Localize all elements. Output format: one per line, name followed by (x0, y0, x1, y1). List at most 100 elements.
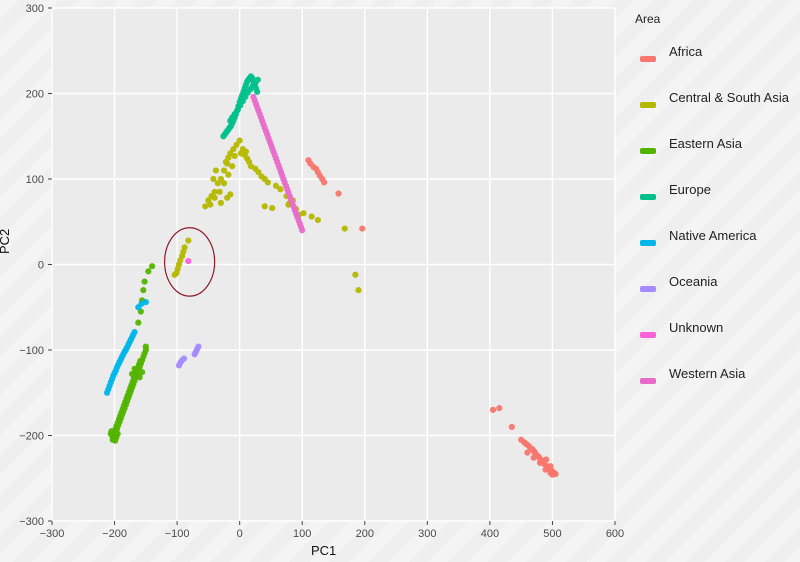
chart-legend: Area Africa Central & South Asia Eastern… (620, 12, 798, 412)
data-point (254, 88, 261, 95)
legend-label-africa: Africa (669, 44, 703, 59)
legend-label-eastern-asia: Eastern Asia (669, 136, 742, 151)
legend-swatch-eastern-asia (640, 148, 656, 154)
legend-item-unknown: Unknown (620, 320, 798, 366)
legend-swatch-africa (640, 56, 656, 62)
y-tick-label: 100 (26, 174, 44, 186)
data-point (171, 271, 178, 278)
data-point (321, 179, 328, 186)
data-point (299, 227, 306, 234)
legend-item-western-asia: Western Asia (620, 366, 798, 412)
legend-label-oceania: Oceania (669, 274, 718, 289)
data-point (355, 287, 362, 294)
data-point (136, 374, 143, 381)
data-point (269, 204, 276, 212)
data-point (233, 141, 240, 148)
data-point (212, 167, 219, 174)
legend-swatch-native-america (640, 240, 656, 246)
data-point (225, 171, 232, 178)
annotation-group (164, 227, 216, 297)
data-point (140, 287, 147, 294)
data-point (543, 456, 550, 463)
data-point (137, 358, 144, 365)
x-tick-label: 300 (418, 528, 436, 540)
data-point (542, 466, 549, 473)
data-point (216, 188, 223, 195)
y-axis-group: −300 −200 −100 0 100 200 300 (19, 3, 52, 528)
x-tick-label: 200 (356, 528, 374, 540)
data-point (530, 454, 537, 461)
data-point (254, 76, 261, 83)
data-point (227, 191, 234, 198)
data-point (255, 169, 262, 176)
y-tick-label: 200 (26, 89, 44, 101)
legend-title: Area (635, 12, 661, 26)
data-point (142, 343, 149, 350)
data-point (224, 160, 231, 167)
data-point (217, 175, 224, 183)
x-axis-title: PC1 (311, 543, 337, 558)
data-point (547, 463, 554, 470)
legend-label-central-south-asia: Central & South Asia (669, 90, 789, 105)
data-point (220, 167, 228, 174)
data-point (236, 137, 243, 144)
data-point (308, 213, 315, 220)
data-point (352, 271, 359, 278)
data-point (128, 370, 136, 378)
legend-swatch-oceania (640, 286, 656, 292)
x-tick-label: 100 (293, 528, 311, 540)
data-point (142, 299, 149, 306)
data-point (131, 365, 138, 372)
data-point (131, 328, 138, 336)
data-point (211, 194, 218, 201)
points-group (103, 73, 559, 478)
y-tick-label: 0 (38, 260, 44, 272)
data-point (148, 263, 156, 270)
data-point (211, 188, 218, 195)
legend-item-oceania: Oceania (620, 274, 798, 320)
x-tick-label: 500 (543, 528, 561, 540)
legend-label-native-america: Native America (669, 228, 757, 243)
data-point (108, 428, 115, 435)
data-point (217, 199, 224, 207)
data-point (549, 471, 556, 478)
y-tick-label: −300 (19, 516, 44, 528)
legend-item-native-america: Native America (620, 228, 798, 274)
data-point (496, 405, 503, 412)
legend-swatch-western-asia (640, 378, 656, 384)
x-tick-label: −200 (102, 528, 127, 540)
x-tick-label: −100 (165, 528, 190, 540)
data-point (231, 152, 238, 160)
data-point (214, 180, 221, 187)
x-tick-label: 600 (606, 528, 624, 540)
data-point (220, 180, 228, 187)
data-point (335, 190, 342, 197)
data-point (207, 201, 214, 208)
data-point (135, 319, 142, 326)
legend-item-eastern-asia: Eastern Asia (620, 136, 798, 182)
data-point (341, 225, 348, 232)
data-point (195, 343, 202, 350)
data-point (264, 179, 271, 186)
y-tick-label: −100 (19, 345, 44, 357)
data-point (145, 268, 152, 275)
y-tick-label: 300 (26, 3, 44, 15)
data-point (180, 355, 188, 362)
legend-swatch-europe (640, 194, 656, 200)
data-point (220, 133, 227, 140)
legend-label-unknown: Unknown (669, 320, 724, 335)
legend-swatch-unknown (640, 332, 656, 338)
data-point (185, 237, 192, 244)
y-tick-label: −200 (19, 431, 44, 443)
highlight-circle (164, 227, 216, 297)
data-point (185, 257, 192, 265)
data-point (237, 150, 245, 157)
data-point (314, 216, 321, 224)
data-point (261, 203, 268, 210)
data-point (277, 186, 284, 193)
x-axis-group: −300 −200 −100 0 100 200 300 400 500 600 (40, 521, 624, 540)
x-tick-label: 0 (237, 528, 243, 540)
legend-item-central-south-asia: Central & South Asia (620, 90, 798, 136)
data-point (524, 449, 531, 456)
